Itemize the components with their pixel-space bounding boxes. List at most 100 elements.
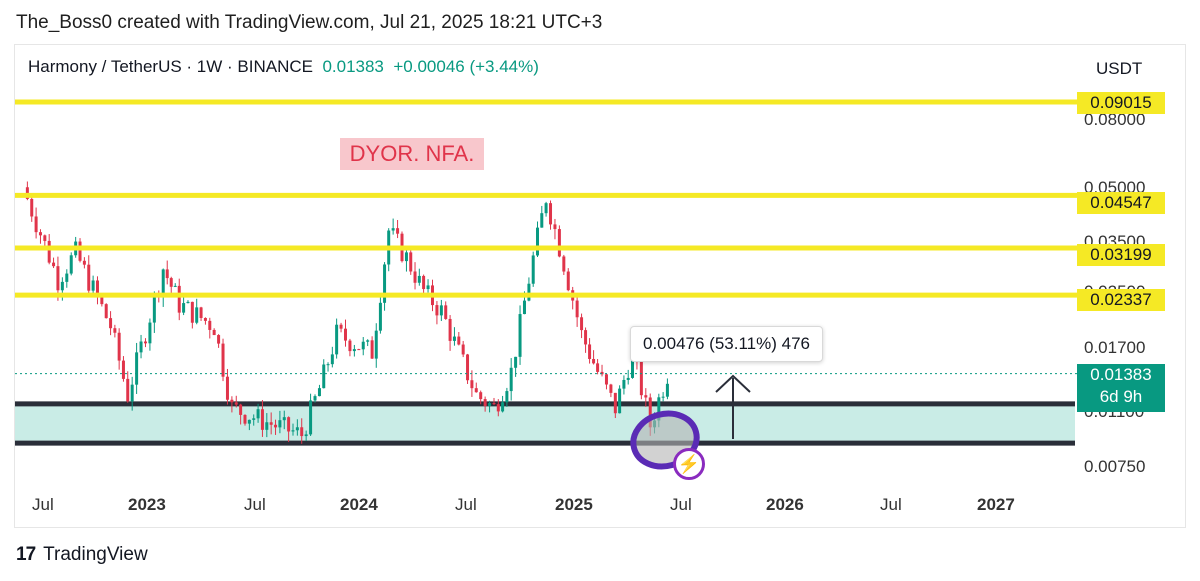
candle-body xyxy=(173,285,177,287)
candle-body xyxy=(439,305,443,316)
candle-body xyxy=(374,330,378,359)
candle-body xyxy=(225,376,229,400)
candle-body xyxy=(212,329,216,336)
candle-body xyxy=(69,255,73,274)
candle-body xyxy=(527,283,531,301)
candle-body xyxy=(562,256,566,272)
candle-body xyxy=(518,314,522,357)
candle-body xyxy=(117,332,121,361)
tv-mark-icon: 17 xyxy=(16,544,36,565)
level-tag-2[interactable]: 0.04547 xyxy=(1077,192,1165,214)
candle-body xyxy=(56,266,60,291)
candle-body xyxy=(492,403,496,405)
tradingview-logo[interactable]: 17 TradingView xyxy=(16,544,148,566)
candle-body xyxy=(91,280,95,291)
current-price-value: 0.01383 xyxy=(1090,365,1152,384)
candle-body xyxy=(295,427,299,431)
candle-body xyxy=(470,380,474,389)
candle-body xyxy=(60,281,64,291)
level-tag-1[interactable]: 0.09015 xyxy=(1077,92,1165,114)
candle-body xyxy=(182,303,186,313)
candle-body xyxy=(501,402,505,412)
candle-body xyxy=(509,367,513,392)
candle-body xyxy=(317,388,321,397)
candle-body xyxy=(657,397,661,421)
y-axis-label: 0.08000 xyxy=(1084,110,1146,129)
candle-body xyxy=(488,403,492,407)
candle-body xyxy=(522,300,526,315)
candle-body xyxy=(536,227,539,256)
candle-body xyxy=(613,392,617,414)
candle-body xyxy=(121,360,125,379)
candle-body xyxy=(161,269,165,297)
candle-body xyxy=(30,198,34,217)
candle-body xyxy=(391,228,395,231)
candle-body xyxy=(618,388,622,414)
candle-body xyxy=(52,262,56,267)
candle-body xyxy=(378,302,382,331)
level-tag-3[interactable]: 0.03199 xyxy=(1077,244,1165,266)
candle-body xyxy=(252,418,256,420)
candle-body xyxy=(139,341,143,353)
x-axis-label: 2024 xyxy=(340,495,378,514)
support-zone xyxy=(15,403,1075,444)
x-axis-label: Jul xyxy=(244,495,266,514)
candle-body xyxy=(322,364,326,389)
candle-body xyxy=(148,322,152,344)
level-tag-4[interactable]: 0.02337 xyxy=(1077,289,1165,311)
candle-body xyxy=(448,318,452,341)
candle-body xyxy=(278,420,282,428)
candle-body xyxy=(135,352,139,385)
candle-body xyxy=(190,301,194,323)
candle-body xyxy=(357,349,361,351)
currency-label[interactable]: USDT xyxy=(1096,59,1143,78)
candle-body xyxy=(452,336,456,341)
candle-body xyxy=(483,399,487,407)
candle-body xyxy=(566,271,570,291)
candle-body xyxy=(326,364,330,366)
chart-credit: The_Boss0 created with TradingView.com, … xyxy=(16,12,603,33)
candle-body xyxy=(282,417,286,421)
candle-body xyxy=(352,349,356,352)
dyor-note: DYOR. NFA. xyxy=(340,138,484,170)
candle-body xyxy=(549,203,553,225)
candle-body xyxy=(661,396,665,398)
candle-body xyxy=(234,402,238,405)
candle-body xyxy=(631,347,634,378)
candle-body xyxy=(466,354,470,381)
candle-body xyxy=(609,384,613,393)
x-axis-label: Jul xyxy=(455,495,477,514)
brand-name: TradingView xyxy=(43,544,148,565)
candle-body xyxy=(580,317,584,331)
y-axis-label: 0.00750 xyxy=(1084,457,1146,476)
symbol-header[interactable]: Harmony / TetherUS · 1W · BINANCE 0.0138… xyxy=(28,57,539,77)
candle-body xyxy=(335,324,339,355)
candle-body xyxy=(648,397,652,428)
candle-body xyxy=(256,409,260,419)
candle-body xyxy=(584,330,588,345)
candle-body xyxy=(217,335,221,344)
x-axis-label: Jul xyxy=(670,495,692,514)
candle-body xyxy=(531,255,535,284)
candle-body xyxy=(130,384,134,402)
candle-body xyxy=(47,240,51,263)
candle-body xyxy=(496,404,500,412)
candle-body xyxy=(435,305,439,316)
candle-body xyxy=(592,358,596,364)
candle-body xyxy=(604,374,608,385)
candle-body xyxy=(474,388,478,393)
candle-body xyxy=(269,422,273,425)
symbol-name: Harmony / TetherUS · 1W · BINANCE xyxy=(28,57,313,76)
candle-body xyxy=(221,343,225,377)
candle-body xyxy=(126,378,130,402)
symbol-price: 0.01383 xyxy=(322,57,384,76)
candle-body xyxy=(505,391,509,403)
y-axis-label: 0.01700 xyxy=(1084,338,1146,357)
lightning-icon[interactable]: ⚡ xyxy=(673,448,705,480)
candle-body xyxy=(239,404,243,415)
x-axis-label: 2025 xyxy=(555,495,593,514)
candle-body xyxy=(260,409,264,430)
candle-body xyxy=(639,359,643,396)
candle-body xyxy=(65,273,69,282)
